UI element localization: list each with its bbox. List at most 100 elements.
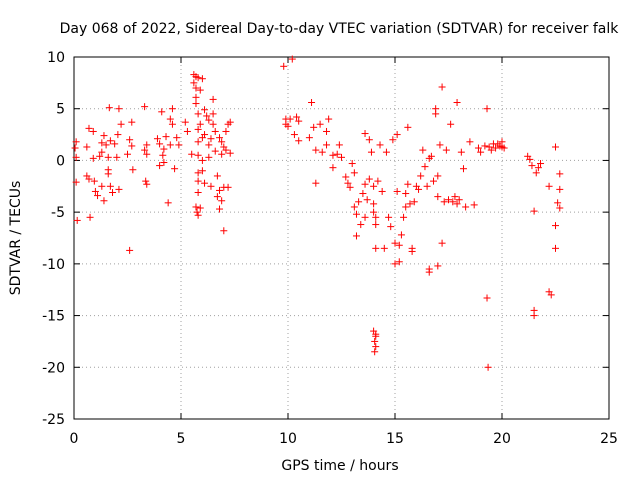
data-point bbox=[404, 123, 412, 131]
data-point bbox=[160, 145, 168, 153]
data-point bbox=[209, 120, 217, 128]
data-point bbox=[211, 127, 219, 135]
data-point bbox=[329, 151, 337, 159]
data-point bbox=[218, 138, 226, 146]
data-point bbox=[432, 110, 440, 118]
data-point bbox=[198, 75, 206, 83]
data-point bbox=[352, 232, 360, 240]
data-point bbox=[481, 142, 489, 150]
data-point bbox=[397, 231, 405, 239]
data-point bbox=[430, 177, 438, 185]
data-point bbox=[141, 146, 149, 154]
plot-frame bbox=[73, 56, 610, 420]
data-point bbox=[305, 134, 313, 142]
data-point bbox=[109, 188, 117, 196]
data-point bbox=[284, 122, 292, 130]
data-point bbox=[160, 158, 168, 166]
data-point bbox=[462, 203, 470, 211]
data-point bbox=[361, 130, 369, 138]
data-point bbox=[280, 62, 288, 70]
data-point bbox=[556, 170, 564, 178]
data-point bbox=[357, 221, 365, 229]
data-point bbox=[442, 146, 450, 154]
data-point bbox=[310, 123, 318, 131]
y-tick-label: 10 bbox=[47, 50, 65, 66]
data-point bbox=[395, 241, 403, 249]
data-point bbox=[143, 180, 151, 188]
x-tick-label: 10 bbox=[279, 431, 297, 447]
x-tick-label: 25 bbox=[600, 431, 618, 447]
data-point bbox=[451, 193, 459, 201]
data-point bbox=[325, 115, 333, 123]
data-point bbox=[338, 153, 345, 161]
data-points bbox=[71, 55, 564, 371]
data-point bbox=[323, 141, 331, 149]
data-point bbox=[194, 125, 202, 133]
data-point bbox=[350, 203, 358, 211]
data-point bbox=[410, 198, 418, 206]
data-point bbox=[198, 156, 206, 164]
data-point bbox=[391, 260, 399, 268]
data-point bbox=[408, 247, 416, 255]
data-point bbox=[438, 83, 446, 91]
data-point bbox=[378, 187, 386, 195]
data-point bbox=[552, 143, 559, 151]
data-point bbox=[194, 188, 202, 196]
data-point bbox=[106, 182, 114, 190]
data-point bbox=[85, 175, 93, 183]
data-point bbox=[196, 120, 204, 128]
data-point bbox=[440, 198, 448, 206]
data-point bbox=[312, 179, 320, 187]
data-point bbox=[162, 133, 170, 141]
axis-ticks: 0 5 10 15 20 25 -25 -20 -15 -10 -5 0 5 10 bbox=[42, 50, 618, 447]
data-point bbox=[98, 182, 106, 190]
data-point bbox=[190, 79, 198, 87]
data-point bbox=[156, 162, 164, 170]
data-point bbox=[372, 330, 380, 338]
data-point bbox=[487, 146, 495, 154]
data-point bbox=[90, 177, 98, 185]
data-point bbox=[216, 134, 224, 142]
data-point bbox=[104, 153, 112, 161]
data-point bbox=[372, 244, 380, 252]
data-point bbox=[207, 182, 215, 190]
data-point bbox=[470, 201, 478, 209]
data-point bbox=[295, 117, 303, 125]
data-point bbox=[192, 203, 200, 211]
data-point bbox=[434, 193, 442, 201]
data-point bbox=[372, 213, 380, 221]
data-point bbox=[391, 239, 399, 247]
data-point bbox=[346, 183, 354, 191]
data-point bbox=[342, 173, 350, 181]
data-point bbox=[370, 208, 378, 216]
data-point bbox=[201, 131, 209, 139]
data-point bbox=[455, 196, 463, 204]
data-point bbox=[98, 139, 106, 147]
data-point bbox=[374, 177, 382, 185]
data-point bbox=[365, 136, 373, 144]
data-point bbox=[158, 108, 166, 116]
data-point bbox=[194, 110, 202, 118]
data-point bbox=[534, 164, 542, 172]
data-point bbox=[363, 196, 371, 204]
data-point bbox=[201, 179, 209, 187]
data-point bbox=[333, 150, 341, 158]
y-tick-label: -10 bbox=[42, 257, 65, 273]
data-point bbox=[111, 140, 119, 148]
data-point bbox=[205, 141, 213, 149]
data-point bbox=[323, 127, 331, 135]
data-point bbox=[91, 187, 99, 195]
data-point bbox=[308, 99, 316, 107]
data-point bbox=[73, 216, 81, 224]
data-point bbox=[474, 144, 482, 152]
data-point bbox=[361, 213, 369, 221]
data-point bbox=[117, 120, 125, 128]
data-point bbox=[192, 84, 200, 92]
data-point bbox=[168, 105, 176, 113]
data-point bbox=[194, 138, 202, 146]
data-point bbox=[72, 153, 80, 161]
y-tick-label: -25 bbox=[42, 412, 65, 428]
data-point bbox=[198, 167, 206, 175]
data-point bbox=[193, 208, 201, 216]
data-point bbox=[98, 148, 106, 156]
